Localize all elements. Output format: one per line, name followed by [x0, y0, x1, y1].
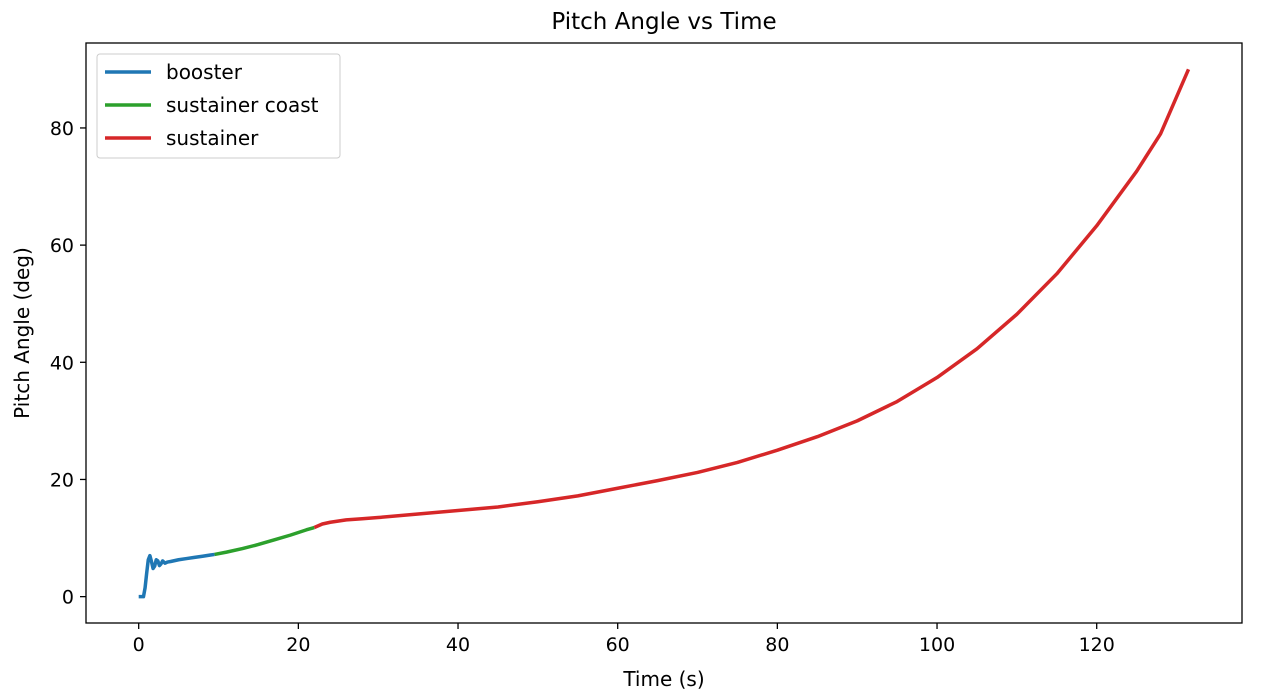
series-line-sustainer-coast — [214, 525, 315, 557]
plot-frame — [85, 42, 1243, 624]
y-tick-label: 60 — [50, 235, 74, 257]
legend-box — [96, 53, 341, 159]
legend: booster sustainer coast sustainer — [96, 53, 341, 159]
x-tick-label: 60 — [606, 634, 630, 656]
x-tick-label: 40 — [446, 634, 470, 656]
chart-title: Pitch Angle vs Time — [551, 9, 776, 35]
y-tick-label: 20 — [50, 469, 74, 491]
y-axis-label: Pitch Angle (deg) — [10, 247, 34, 419]
x-tick-label: 20 — [286, 634, 310, 656]
x-axis-ticks: 0 20 40 60 80 100 120 — [133, 623, 1115, 656]
y-axis-ticks: 0 20 40 60 80 — [50, 118, 86, 609]
series-line-booster — [138, 552, 215, 599]
x-tick-label: 100 — [919, 634, 955, 656]
series-line-sustainer — [313, 68, 1191, 530]
series-layer — [138, 68, 1191, 599]
x-axis-label: Time (s) — [622, 667, 704, 691]
legend-items: booster sustainer coast sustainer — [105, 60, 319, 150]
x-tick-label: 80 — [765, 634, 789, 656]
legend-label-sustainer-coast: sustainer coast — [166, 93, 319, 117]
legend-label-booster: booster — [166, 60, 243, 84]
x-tick-label: 0 — [133, 634, 145, 656]
y-tick-label: 0 — [62, 587, 74, 609]
x-tick-label: 120 — [1079, 634, 1115, 656]
y-tick-label: 40 — [50, 352, 74, 374]
y-tick-label: 80 — [50, 118, 74, 140]
legend-label-sustainer: sustainer — [166, 126, 259, 150]
